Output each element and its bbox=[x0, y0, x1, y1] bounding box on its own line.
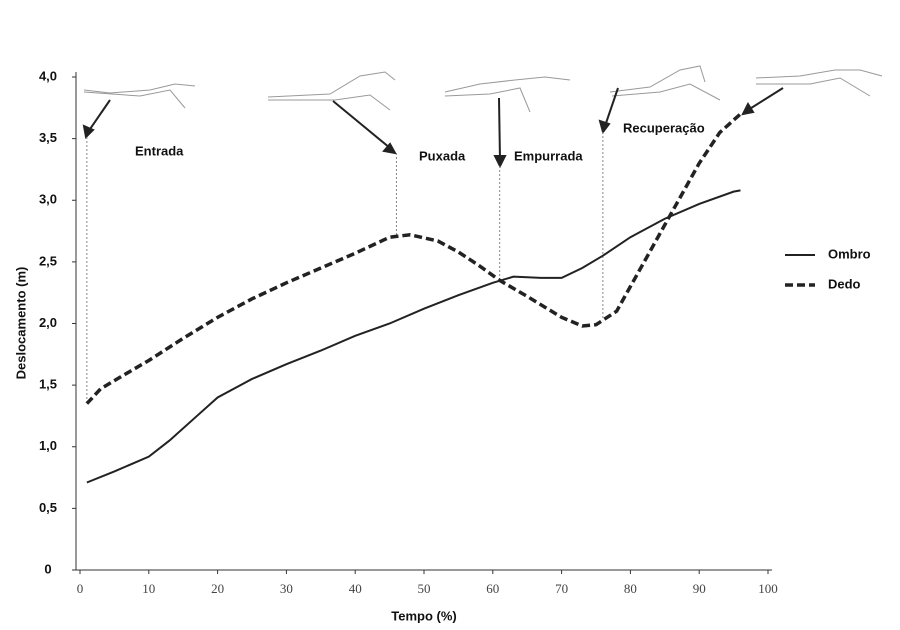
y-tick-label: 0,5 bbox=[39, 500, 57, 515]
x-axis-label: Tempo (%) bbox=[391, 608, 456, 623]
series-line bbox=[87, 190, 741, 482]
y-tick-label: 3,0 bbox=[39, 192, 57, 207]
legend-label: Dedo bbox=[828, 276, 861, 291]
y-tick-label: 2,5 bbox=[39, 253, 57, 268]
x-tick-label: 30 bbox=[280, 581, 293, 596]
y-tick-label: 2,0 bbox=[39, 315, 57, 330]
y-tick-label: 4,0 bbox=[39, 68, 57, 83]
annotation: Recuperação bbox=[623, 120, 705, 135]
annotation: Puxada bbox=[419, 148, 466, 163]
x-tick-label: 20 bbox=[211, 581, 224, 596]
legend: Ombro Dedo bbox=[785, 246, 871, 291]
x-tick-label: 70 bbox=[555, 581, 568, 596]
x-tick-label: 50 bbox=[418, 581, 431, 596]
legend-label: Ombro bbox=[828, 246, 871, 261]
swimmer-sketches bbox=[84, 66, 882, 112]
x-tick-label: 80 bbox=[624, 581, 637, 596]
annotation: Entrada bbox=[135, 143, 184, 158]
x-tick-label: 40 bbox=[349, 581, 362, 596]
annotation: Empurrada bbox=[514, 148, 583, 163]
x-tick-label: 100 bbox=[758, 581, 778, 596]
y-tick-label: 1,0 bbox=[39, 438, 57, 453]
chart: Deslocamento (m) Tempo (%) Entrada Puxad… bbox=[0, 0, 900, 625]
y-tick-label: 1,5 bbox=[39, 377, 57, 392]
x-tick-label: 10 bbox=[142, 581, 155, 596]
x-tick-label: 0 bbox=[77, 581, 84, 596]
y-tick-label: 0 bbox=[44, 561, 51, 576]
x-tick-label: 60 bbox=[486, 581, 499, 596]
y-axis-label: Deslocamento (m) bbox=[13, 267, 28, 380]
x-tick-label: 90 bbox=[693, 581, 706, 596]
y-tick-label: 3,5 bbox=[39, 130, 57, 145]
series-line bbox=[87, 114, 741, 404]
